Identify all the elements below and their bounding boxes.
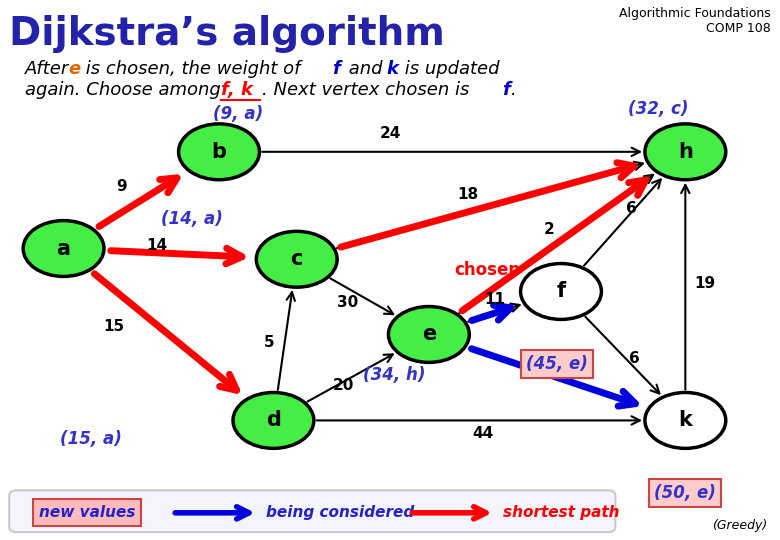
Text: Dijkstra’s algorithm: Dijkstra’s algorithm bbox=[9, 15, 445, 53]
Text: k: k bbox=[386, 59, 398, 78]
Text: and: and bbox=[343, 59, 388, 78]
Circle shape bbox=[233, 393, 314, 448]
Text: Algorithmic Foundations
COMP 108: Algorithmic Foundations COMP 108 bbox=[619, 7, 771, 35]
Text: 44: 44 bbox=[473, 427, 494, 441]
Text: f: f bbox=[502, 81, 510, 99]
FancyBboxPatch shape bbox=[9, 490, 615, 532]
Text: (15, a): (15, a) bbox=[60, 430, 122, 448]
Text: (Greedy): (Greedy) bbox=[711, 519, 767, 532]
Text: 9: 9 bbox=[116, 179, 127, 194]
Text: c: c bbox=[290, 249, 303, 269]
Text: chosen: chosen bbox=[454, 261, 520, 279]
Circle shape bbox=[645, 124, 725, 180]
Text: 6: 6 bbox=[626, 201, 636, 215]
Text: 19: 19 bbox=[694, 276, 715, 291]
Text: After: After bbox=[25, 59, 75, 78]
Text: 15: 15 bbox=[104, 319, 125, 334]
Text: shortest path: shortest path bbox=[502, 505, 619, 521]
Circle shape bbox=[257, 231, 337, 287]
Text: (32, c): (32, c) bbox=[628, 100, 689, 118]
Text: again. Choose among: again. Choose among bbox=[25, 81, 226, 99]
Circle shape bbox=[23, 220, 104, 276]
Text: .: . bbox=[511, 81, 517, 99]
Text: 14: 14 bbox=[147, 238, 168, 253]
Text: (34, h): (34, h) bbox=[363, 366, 425, 384]
Text: e: e bbox=[422, 325, 436, 345]
Circle shape bbox=[520, 264, 601, 320]
Text: (14, a): (14, a) bbox=[161, 210, 223, 228]
Text: . Next vertex chosen is: . Next vertex chosen is bbox=[262, 81, 475, 99]
Text: b: b bbox=[211, 142, 226, 162]
Text: 18: 18 bbox=[457, 187, 478, 202]
Text: 5: 5 bbox=[264, 335, 275, 350]
Text: (9, a): (9, a) bbox=[213, 105, 264, 123]
Text: is updated: is updated bbox=[399, 59, 500, 78]
Text: 6: 6 bbox=[629, 351, 640, 366]
Text: f: f bbox=[332, 59, 340, 78]
Text: is chosen, the weight of: is chosen, the weight of bbox=[80, 59, 306, 78]
Text: h: h bbox=[678, 142, 693, 162]
Text: 2: 2 bbox=[544, 222, 555, 237]
Circle shape bbox=[645, 393, 725, 448]
Circle shape bbox=[388, 307, 470, 362]
Text: (45, e): (45, e) bbox=[526, 355, 588, 373]
Circle shape bbox=[179, 124, 260, 180]
Text: f, k: f, k bbox=[222, 81, 254, 99]
Text: 30: 30 bbox=[337, 295, 358, 310]
Text: (50, e): (50, e) bbox=[654, 484, 716, 502]
Text: a: a bbox=[57, 239, 70, 259]
Text: f: f bbox=[556, 281, 566, 301]
Text: 20: 20 bbox=[333, 378, 354, 393]
Text: 24: 24 bbox=[379, 125, 401, 140]
Text: e: e bbox=[68, 59, 80, 78]
Text: d: d bbox=[266, 410, 281, 430]
Text: 11: 11 bbox=[484, 292, 505, 307]
Text: being considered: being considered bbox=[266, 505, 414, 521]
Text: new values: new values bbox=[39, 505, 135, 521]
Text: k: k bbox=[679, 410, 693, 430]
